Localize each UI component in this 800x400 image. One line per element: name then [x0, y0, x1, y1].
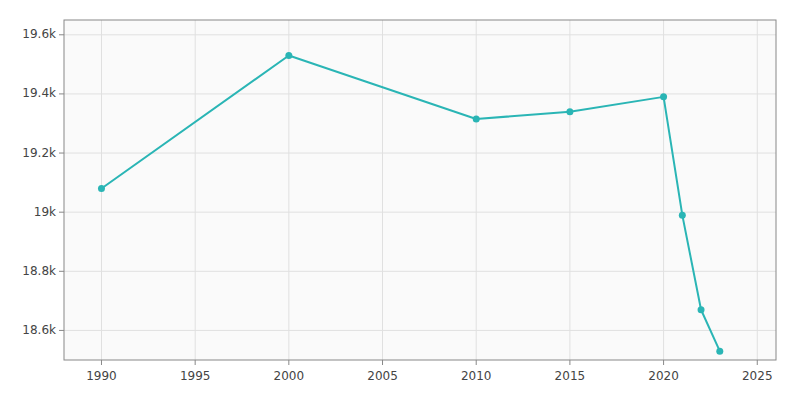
y-grid-line: [64, 330, 776, 331]
x-tick-label: 2020: [648, 369, 679, 383]
y-tick: [59, 271, 64, 272]
series: [98, 52, 723, 355]
line: [101, 55, 719, 351]
y-tick-label: 19.4k: [22, 86, 56, 100]
marker: [285, 52, 292, 59]
marker: [716, 348, 723, 355]
marker: [473, 116, 480, 123]
chart: 18.6k 18.8k 19k 19.2k 19.4k 19.6k 1990 1995 2000…: [0, 0, 800, 400]
x-tick: [195, 360, 196, 365]
x-tick-label: 2010: [461, 369, 492, 383]
y-tick: [59, 330, 64, 331]
y-tick-label: 19.2k: [22, 146, 56, 160]
x-tick: [757, 360, 758, 365]
y-grid-line: [64, 153, 776, 154]
y-tick: [59, 93, 64, 94]
x-tick-label: 1990: [86, 369, 117, 383]
y-grid-line: [64, 271, 776, 272]
x-tick-label: 2005: [367, 369, 398, 383]
x-tick-label: 2015: [555, 369, 586, 383]
x-grid-line: [663, 20, 664, 360]
marker: [698, 306, 705, 313]
plot-background: [64, 20, 776, 360]
x-tick: [476, 360, 477, 365]
chart-container: 18.6k 18.8k 19k 19.2k 19.4k 19.6k 1990 1995 2000…: [0, 0, 800, 400]
x-grid-line: [569, 20, 570, 360]
x-grid-line: [476, 20, 477, 360]
x-tick: [382, 360, 383, 365]
x-tick: [569, 360, 570, 365]
x-tick-label: 2000: [274, 369, 305, 383]
y-tick-label: 19.6k: [22, 27, 56, 41]
y-grid-line: [64, 212, 776, 213]
y-grid-line: [64, 34, 776, 35]
x-tick: [663, 360, 664, 365]
x-grid-line: [757, 20, 758, 360]
y-tick: [59, 212, 64, 213]
y-tick-label: 18.6k: [22, 323, 56, 337]
y-tick-label: 19k: [34, 205, 56, 219]
y-tick-label: 18.8k: [22, 264, 56, 278]
y-tick: [59, 153, 64, 154]
marker: [660, 93, 667, 100]
y-grid-line: [64, 93, 776, 94]
marker: [566, 108, 573, 115]
x-tick: [101, 360, 102, 365]
x-grid-line: [382, 20, 383, 360]
plot-frame: [64, 20, 776, 360]
x-tick-label: 2025: [742, 369, 773, 383]
y-tick: [59, 34, 64, 35]
x-tick-label: 1995: [180, 369, 211, 383]
grid: [64, 20, 776, 360]
marker: [98, 185, 105, 192]
x-grid-line: [195, 20, 196, 360]
x-tick: [288, 360, 289, 365]
marker: [679, 212, 686, 219]
x-grid-line: [288, 20, 289, 360]
